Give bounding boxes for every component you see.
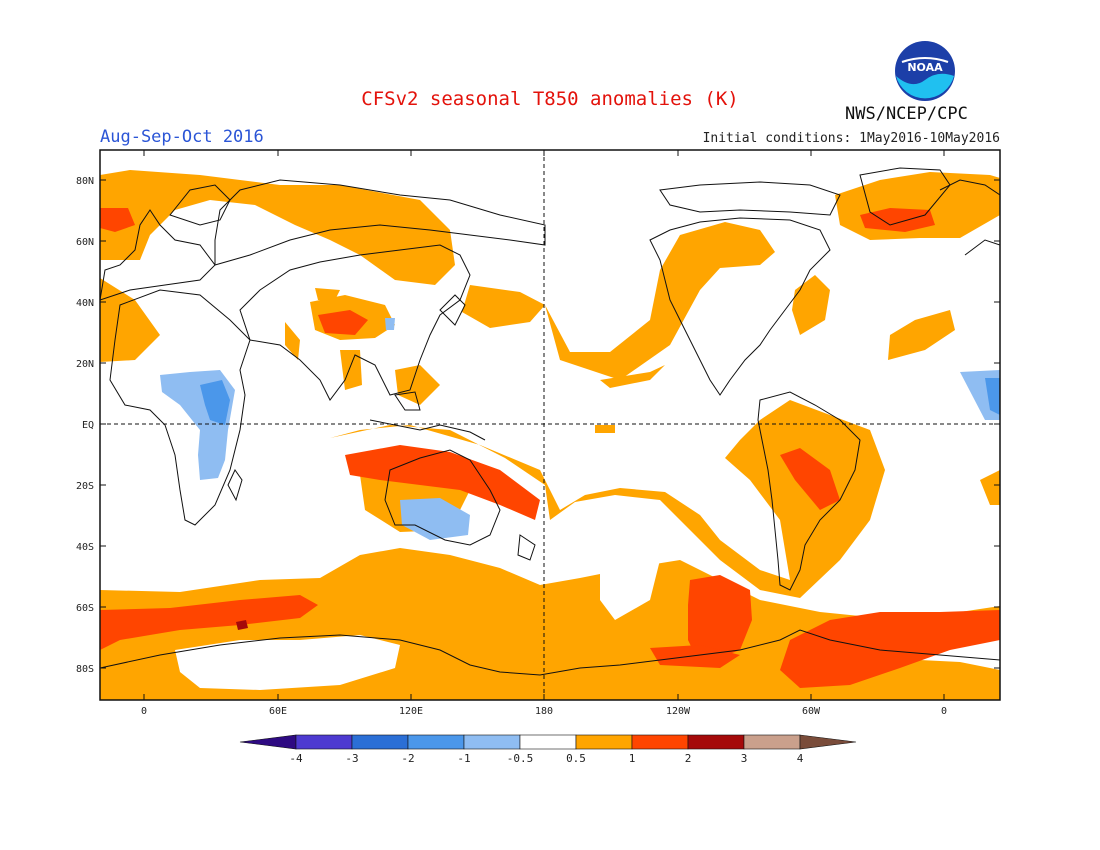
colorbar-high-extension [799, 734, 857, 750]
logo-text: NOAA [907, 61, 943, 74]
lat-label: 20N [76, 359, 94, 370]
map-frame [99, 149, 1001, 701]
latitude-ticks [100, 179, 1000, 669]
colorbar-segment [687, 734, 745, 750]
colorbar-tick-label: 4 [797, 752, 804, 765]
cold-anomaly-regions [200, 378, 1000, 425]
very-strong-warm-anomaly-regions [236, 620, 248, 630]
lat-label: 60N [76, 237, 94, 248]
initial-conditions-label: Initial conditions: 1May2016-10May2016 [702, 131, 1000, 146]
colorbar-segment [575, 734, 633, 750]
colorbar-segment [463, 734, 521, 750]
coastlines [100, 167, 1000, 676]
noaa-logo: NOAA [895, 41, 955, 101]
colorbar-segment [407, 734, 465, 750]
colorbar-segment [743, 734, 801, 750]
colorbar-tick-label: -1 [457, 752, 470, 765]
lon-label: 120W [666, 706, 691, 717]
colorbar-tick-label: 0.5 [566, 752, 586, 765]
colorbar-segment [519, 734, 577, 750]
lon-label: 120E [399, 706, 423, 717]
lat-label: 60S [76, 603, 94, 614]
colorbar-segment [295, 734, 353, 750]
colorbar-tick-label: -0.5 [507, 752, 534, 765]
colorbar-tick-label: 3 [741, 752, 748, 765]
longitude-ticks [143, 150, 945, 700]
lat-label: EQ [82, 420, 94, 431]
colorbar-tick-label: -2 [401, 752, 414, 765]
lat-label: 20S [76, 481, 94, 492]
colorbar-tick-label: -4 [289, 752, 303, 765]
colorbar-tick-label: 1 [629, 752, 636, 765]
colorbar-tick-label: -3 [345, 752, 358, 765]
longitude-labels: 0 60E 120E 180 120W 60W 0 [141, 706, 947, 717]
lat-label: 40N [76, 298, 94, 309]
colorbar-segment [631, 734, 689, 750]
lat-label: 80S [76, 664, 94, 675]
map-title: CFSv2 seasonal T850 anomalies (K) [361, 88, 739, 110]
colorbar-segment [351, 734, 409, 750]
strong-warm-anomaly-regions [100, 208, 1000, 688]
lat-label: 40S [76, 542, 94, 553]
colorbar-tick-label: 2 [685, 752, 692, 765]
lon-label: 0 [141, 706, 147, 717]
organization-label: NWS/NCEP/CPC [845, 104, 968, 124]
lon-label: 0 [941, 706, 947, 717]
lon-label: 60E [269, 706, 287, 717]
colorbar: -4 -3 -2 -1 -0.5 0.5 1 2 3 4 [239, 734, 857, 765]
latitude-labels: 80N 60N 40N 20N EQ 20S 40S 60S 80S [76, 176, 94, 675]
lon-label: 180 [535, 706, 553, 717]
season-label: Aug-Sep-Oct 2016 [100, 127, 264, 147]
lat-label: 80N [76, 176, 94, 187]
lon-label: 60W [802, 706, 821, 717]
colorbar-low-extension [239, 734, 297, 750]
